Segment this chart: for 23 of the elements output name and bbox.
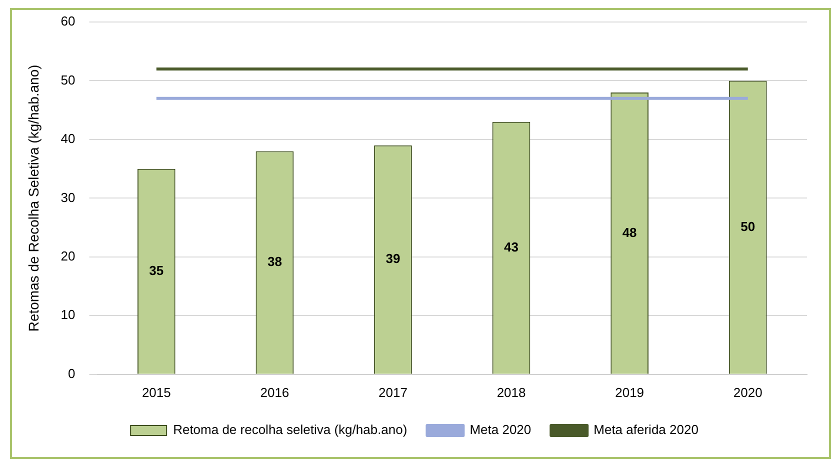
y-tick-label: 0: [68, 366, 76, 381]
data-label: 35: [149, 262, 164, 278]
data-label: 39: [386, 251, 400, 266]
y-tick-label: 40: [60, 131, 76, 146]
y-tick-label: 30: [60, 190, 76, 205]
data-label: 50: [740, 218, 756, 234]
legend-label: Meta aferida 2020: [594, 422, 698, 438]
y-tick-label: 50: [60, 72, 76, 88]
legend-label: Meta 2020: [470, 422, 532, 438]
x-tick-label: 2017: [378, 384, 408, 400]
data-label: 43: [504, 239, 519, 254]
data-label: 38: [267, 254, 282, 270]
y-tick-label: 60: [60, 14, 76, 29]
y-tick-label: 10: [60, 307, 76, 322]
x-tick-label: 2018: [496, 384, 526, 400]
y-axis-title: Retomas de Recolha Seletiva (kg/hab.ano): [25, 64, 42, 332]
x-tick-label: 2015: [142, 384, 171, 400]
data-label: 48: [622, 224, 637, 240]
x-tick-label: 2020: [733, 384, 762, 400]
legend-label: Retoma de recolha seletiva (kg/hab.ano): [173, 422, 408, 438]
x-tick-label: 2019: [615, 384, 644, 400]
x-tick-label: 2016: [260, 384, 290, 400]
y-tick-label: 20: [60, 248, 76, 264]
